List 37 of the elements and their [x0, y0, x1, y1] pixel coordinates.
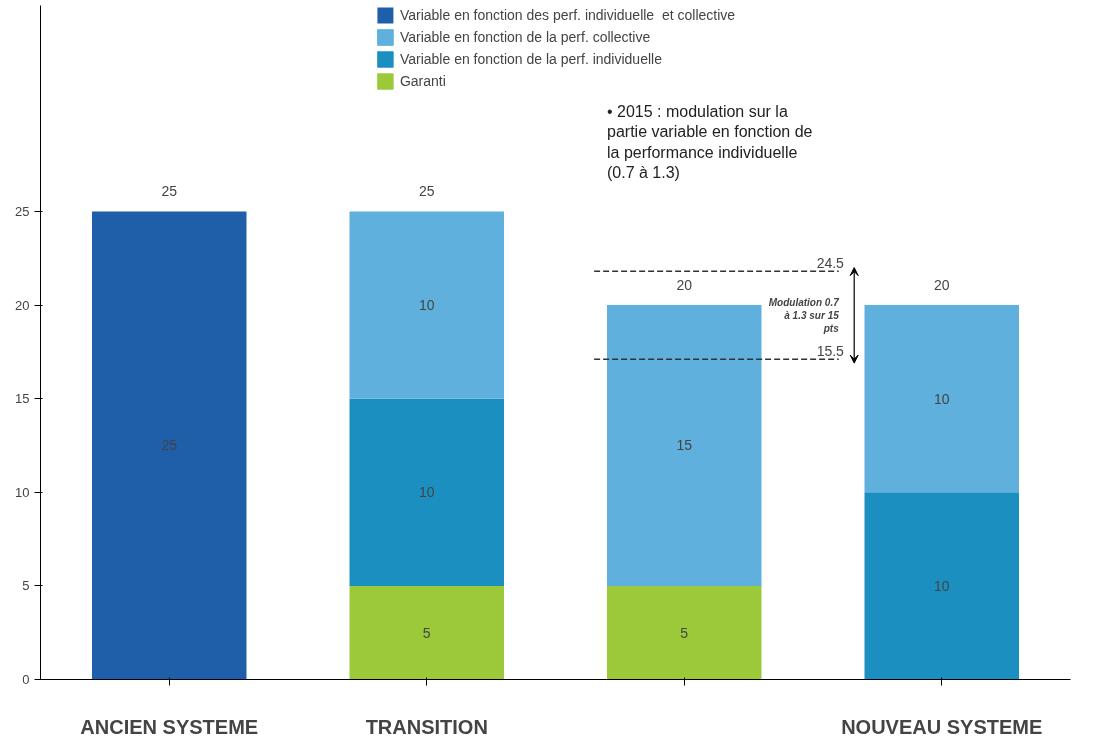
data-label: 25: [161, 437, 178, 454]
x-tick-label: TRANSITION: [365, 715, 488, 738]
data-label: 10: [933, 390, 950, 407]
data-label: 10: [418, 484, 435, 501]
bar: [864, 492, 1019, 680]
annotation: • 2015 : modulation sur la partie variable en fonction de la performance individuelle (0.7 à 1.3): [607, 102, 813, 182]
legend-label: Variable en fonction de la perf. individuelle: [399, 51, 662, 67]
y-tick-label: 0: [22, 672, 30, 687]
bar: [349, 211, 504, 399]
data-label: 15: [676, 437, 693, 454]
annotation: 15.5: [816, 342, 845, 359]
x-tick-label: NOUVEAU SYSTEME: [841, 715, 1043, 738]
bar: [607, 585, 762, 680]
data-label: 10: [418, 297, 435, 314]
bar: [864, 305, 1019, 493]
y-tick-label: 20: [15, 297, 30, 313]
annotation: 24.5: [816, 254, 845, 271]
data-label: 5: [422, 624, 431, 641]
data-label: 5: [680, 624, 689, 641]
y-tick-label: 10: [15, 484, 30, 500]
legend-label: Garanti: [399, 73, 446, 89]
total-label: 20: [933, 277, 950, 294]
bar: [349, 398, 504, 586]
legend-label: Variable en fonction de la perf. collective: [399, 29, 651, 45]
total-label: 25: [161, 183, 178, 200]
bar: [607, 305, 762, 586]
data-label: 10: [933, 577, 950, 594]
x-tick-label: ANCIEN SYSTEME: [80, 715, 259, 738]
legend-label: Variable en fonction des perf. individuelle et collective: [399, 7, 736, 23]
annotation: Modulation 0.7 à 1.3 sur 15 pts: [768, 296, 840, 335]
y-tick-label: 25: [15, 203, 30, 219]
y-tick-label: 5: [22, 578, 30, 594]
y-tick-label: 15: [15, 391, 30, 407]
total-label: 25: [418, 183, 435, 200]
total-label: 20: [676, 277, 693, 294]
bar: [349, 585, 504, 680]
bar: [92, 211, 247, 680]
